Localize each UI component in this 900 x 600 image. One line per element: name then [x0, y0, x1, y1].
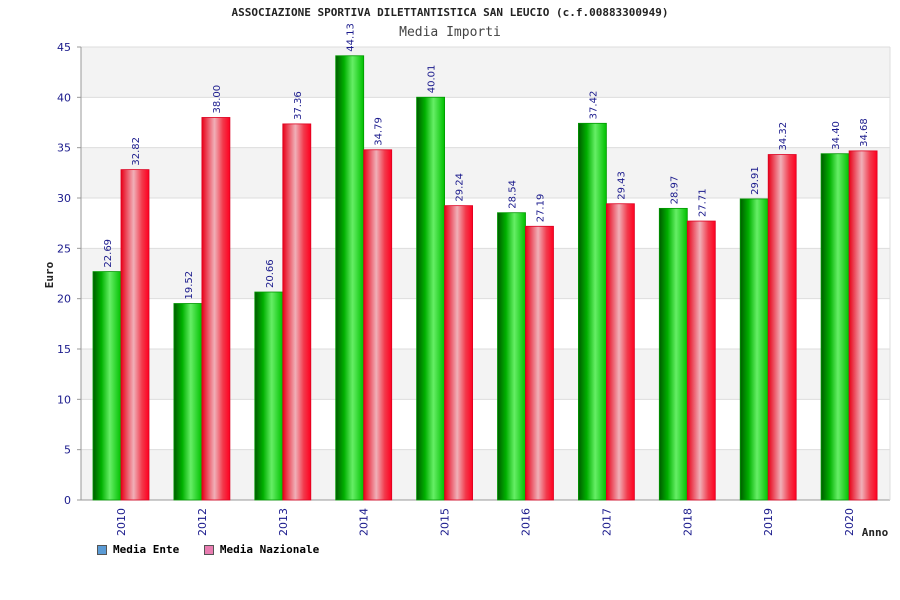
bar-media-nazionale-2013	[282, 123, 312, 501]
bar-media-nazionale-2020	[848, 150, 878, 501]
data-label: 22.69	[103, 239, 114, 268]
legend-swatch-media-nazionale	[203, 544, 214, 555]
x-tick-label: 2014	[358, 508, 371, 536]
y-tick-label: 45	[57, 41, 71, 54]
chart-subtitle: Media Importi	[399, 25, 501, 40]
x-tick-labels: 2010 2012 2013 2014 2015 2016 2017 2018 2019 2020	[115, 508, 856, 536]
data-label: 29.43	[616, 171, 627, 200]
data-label: 27.19	[536, 194, 547, 223]
bar-media-nazionale-2014	[363, 149, 393, 501]
data-label: 34.79	[374, 117, 385, 146]
x-tick-label: 2010	[115, 508, 128, 536]
y-tick-label: 5	[64, 444, 71, 457]
bar-media-ente-2014	[335, 55, 365, 501]
bar-media-ente-2019	[739, 198, 769, 501]
bar-media-ente-2015	[416, 96, 446, 501]
data-label: 28.54	[508, 180, 519, 209]
legend-swatch-media-ente	[97, 544, 107, 555]
y-tick-label: 40	[57, 91, 71, 104]
y-tick-label: 25	[57, 242, 71, 255]
y-tick-label: 35	[57, 142, 71, 155]
data-label: 37.42	[588, 91, 599, 120]
x-tick-label: 2015	[439, 508, 452, 536]
x-tick-label: 2017	[600, 508, 613, 536]
bar-media-ente-2018	[658, 207, 688, 501]
y-tick-label: 10	[57, 393, 71, 406]
data-label: 34.32	[778, 122, 789, 151]
y-tick-label: 30	[57, 192, 71, 205]
x-axis-title: Anno	[862, 526, 889, 539]
bar-media-nazionale-2018	[686, 220, 716, 501]
data-label: 19.52	[184, 271, 195, 300]
y-tick-label: 0	[64, 494, 71, 507]
data-label: 37.36	[293, 91, 304, 120]
bar-media-ente-2013	[254, 291, 284, 501]
bar-media-nazionale-2016	[525, 225, 554, 501]
bar-media-ente-2012	[173, 303, 203, 501]
data-label: 29.91	[750, 166, 761, 195]
legend-item-media-ente: Media Ente	[97, 543, 179, 556]
grid-band	[81, 47, 890, 98]
y-tick-label: 20	[57, 293, 71, 306]
data-label: 27.71	[697, 188, 708, 217]
x-tick-label: 2016	[520, 508, 533, 536]
legend-label-media-ente: Media Ente	[113, 543, 180, 556]
data-label: 34.68	[859, 118, 870, 147]
data-labels: 22.69 32.82 19.52 38.00 20.66 37.36 44.13 34.79…	[103, 23, 870, 299]
data-label: 44.13	[346, 23, 357, 52]
legend-item-media-nazionale: Media Nazionale	[203, 543, 320, 556]
legend: Media Ente Media Nazionale	[97, 543, 337, 558]
data-label: 34.40	[831, 121, 842, 150]
y-tick-labels: 0 5 10 15 20 25 30 35 40 45	[57, 41, 71, 507]
bar-media-nazionale-2015	[444, 205, 474, 501]
data-label: 29.24	[455, 173, 466, 202]
data-label: 20.66	[265, 259, 276, 288]
bar-media-nazionale-2010	[120, 169, 150, 501]
data-label: 28.97	[669, 176, 680, 205]
bar-media-ente-2020	[820, 153, 850, 501]
bars	[92, 55, 878, 501]
bar-media-nazionale-2012	[201, 117, 231, 501]
data-label: 38.00	[212, 85, 223, 114]
data-label: 40.01	[427, 65, 438, 94]
bar-media-nazionale-2017	[606, 203, 635, 501]
data-label: 32.82	[131, 137, 142, 166]
y-axis-title: Euro	[43, 261, 56, 288]
bar-media-ente-2010	[92, 271, 122, 501]
legend-label-media-nazionale: Media Nazionale	[219, 543, 320, 556]
chart-title: ASSOCIAZIONE SPORTIVA DILETTANTISTICA SA…	[231, 6, 669, 19]
bar-media-ente-2016	[497, 212, 526, 501]
x-tick-label: 2019	[762, 508, 775, 536]
x-tick-label: 2020	[843, 508, 856, 536]
x-tick-label: 2018	[681, 508, 694, 536]
y-tick-label: 15	[57, 343, 71, 356]
bar-media-nazionale-2019	[767, 154, 797, 501]
x-tick-label: 2012	[196, 508, 209, 536]
x-tick-label: 2013	[277, 508, 290, 536]
bar-media-ente-2017	[578, 122, 607, 501]
